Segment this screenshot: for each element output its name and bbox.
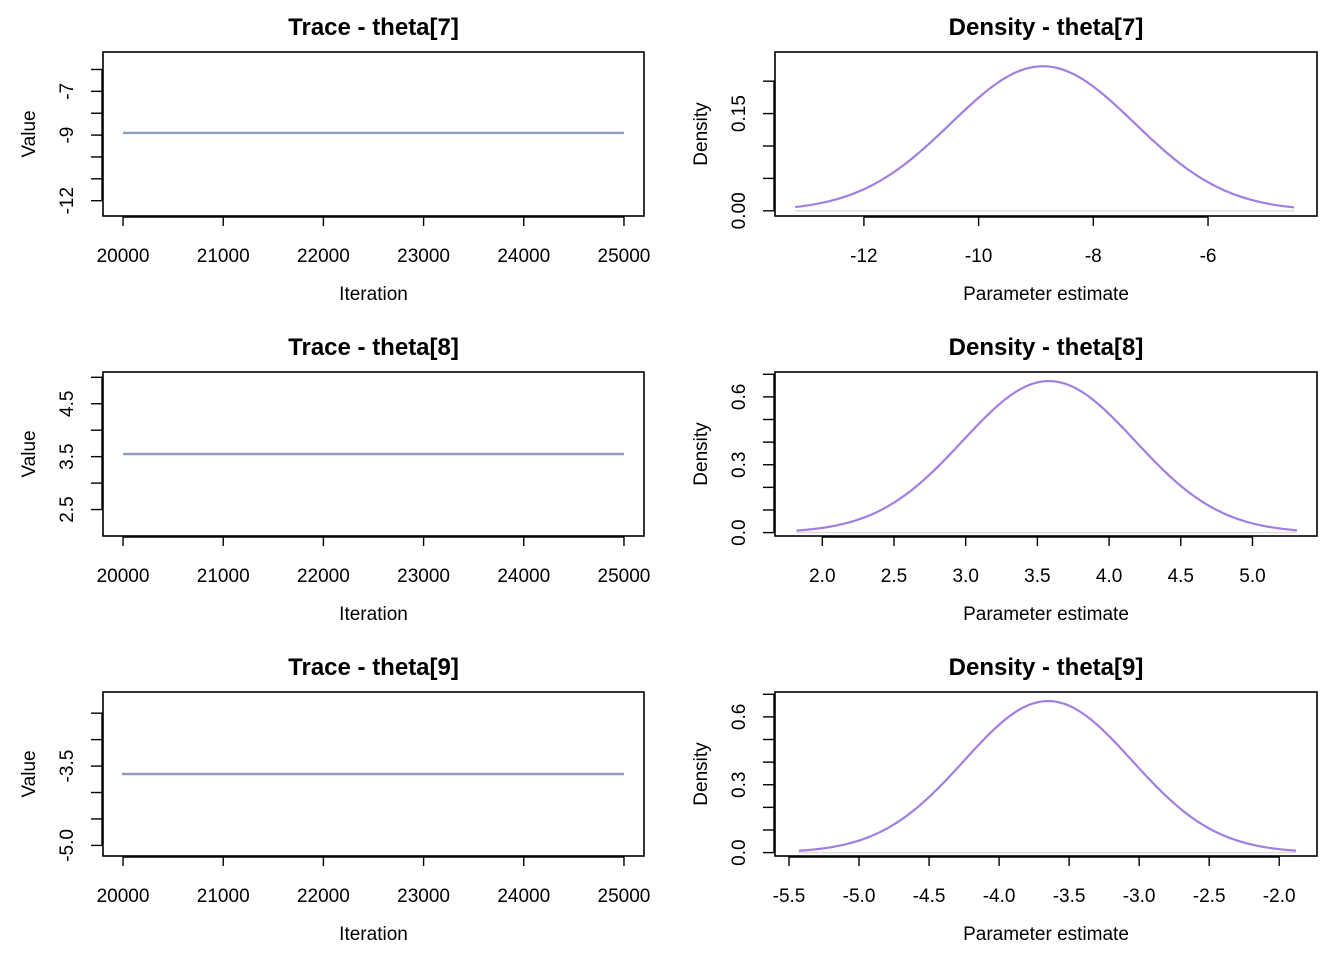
x-tick-label: -12 [850, 246, 877, 267]
y-tick-label: -5.0 [57, 829, 78, 862]
x-tick-label: 25000 [598, 886, 651, 907]
x-tick-label: 2.5 [881, 566, 907, 587]
x-tick-label: 3.5 [1024, 566, 1050, 587]
x-tick-label: 22000 [297, 566, 350, 587]
panel-4: Density - theta[8] 2.0 2.5 3.0 3.5 4.0 4.5 5.0 P… [691, 334, 1318, 625]
x-tick-label: 24000 [497, 246, 550, 267]
x-tick-label: 20000 [97, 566, 150, 587]
y-axis-label: Density [691, 742, 712, 806]
y-tick-label: -3.5 [57, 750, 78, 783]
y-tick-label: 0.0 [729, 519, 750, 545]
x-tick-label: 20000 [97, 246, 150, 267]
x-tick-label: 25000 [598, 566, 651, 587]
plot-frame [102, 371, 645, 537]
panel-6: Density - theta[9] -5.5 -5.0 -4.5 -4.0 -3.5 -3… [691, 654, 1318, 945]
y-tick-label: 0.6 [729, 384, 750, 410]
y-tick-label: 0.3 [729, 772, 750, 798]
x-tick-label: -2.5 [1193, 886, 1226, 907]
x-axis-label: Iteration [339, 604, 408, 625]
x-tick-label: 25000 [598, 246, 651, 267]
panel-1: Trace - theta[7] 20000 21000 22000 23000 2400… [19, 14, 650, 305]
plot-frame [774, 51, 1318, 217]
y-axis-label: Value [19, 430, 40, 477]
panel-title: Trace - theta[8] [288, 334, 459, 361]
density-curve [794, 65, 1295, 209]
x-axis-label: Parameter estimate [963, 924, 1129, 945]
panel-title: Density - theta[9] [949, 654, 1144, 681]
x-axis-label: Parameter estimate [963, 604, 1129, 625]
y-tick-label: 0.15 [729, 95, 750, 132]
x-tick-label: 21000 [197, 886, 250, 907]
y-axis-label: Value [19, 750, 40, 797]
y-tick-label: -7 [57, 83, 78, 100]
x-tick-label: 22000 [297, 246, 350, 267]
x-tick-label: 21000 [197, 566, 250, 587]
x-tick-label: -6 [1200, 246, 1217, 267]
x-tick-label: 2.0 [809, 566, 835, 587]
x-tick-label: -3.0 [1123, 886, 1156, 907]
x-tick-label: -4.5 [913, 886, 946, 907]
panel-3: Trace - theta[8] 20000 21000 22000 23000 2400… [19, 334, 650, 625]
density-curve [796, 379, 1298, 532]
x-tick-label: -2.0 [1263, 886, 1296, 907]
panel-5: Trace - theta[9] 20000 21000 22000 23000 2400… [19, 654, 650, 945]
y-tick-label: 4.5 [57, 391, 78, 417]
panel-title: Density - theta[8] [949, 334, 1144, 361]
plot-frame [774, 371, 1318, 537]
panel-2: Density - theta[7] -12 -10 -8 -6 Parameter es… [691, 14, 1318, 305]
x-tick-label: -10 [965, 246, 992, 267]
panel-title: Density - theta[7] [949, 14, 1144, 41]
x-tick-label: 23000 [397, 566, 450, 587]
plot-frame [102, 51, 645, 217]
plot-frame [102, 691, 645, 857]
x-tick-label: 4.0 [1096, 566, 1122, 587]
x-tick-label: -5.0 [843, 886, 876, 907]
x-tick-label: -8 [1085, 246, 1102, 267]
y-tick-label: 3.5 [57, 443, 78, 469]
y-axis-label: Value [19, 110, 40, 157]
x-tick-label: 23000 [397, 886, 450, 907]
y-tick-label: -12 [57, 187, 78, 214]
panel-title: Trace - theta[7] [288, 14, 459, 41]
y-tick-label: 0.3 [729, 452, 750, 478]
y-tick-label: 0.0 [729, 839, 750, 865]
x-tick-label: 24000 [497, 566, 550, 587]
x-tick-label: 21000 [197, 246, 250, 267]
panel-title: Trace - theta[9] [288, 654, 459, 681]
y-tick-label: 0.6 [729, 704, 750, 730]
y-tick-label: 0.00 [729, 192, 750, 229]
y-axis-label: Density [691, 422, 712, 486]
y-axis-label: Density [691, 102, 712, 166]
x-axis-label: Iteration [339, 284, 408, 305]
x-tick-label: -4.0 [983, 886, 1016, 907]
x-tick-label: 4.5 [1168, 566, 1194, 587]
x-tick-label: 23000 [397, 246, 450, 267]
x-tick-label: -5.5 [773, 886, 806, 907]
density-curve [798, 699, 1297, 852]
plot-frame [774, 691, 1318, 857]
x-tick-label: 24000 [497, 886, 550, 907]
x-tick-label: 5.0 [1239, 566, 1265, 587]
x-tick-label: 20000 [97, 886, 150, 907]
y-tick-label: -9 [57, 127, 78, 144]
y-tick-label: 2.5 [57, 496, 78, 522]
x-axis-label: Parameter estimate [963, 284, 1129, 305]
x-axis-label: Iteration [339, 924, 408, 945]
x-tick-label: -3.5 [1053, 886, 1086, 907]
x-tick-label: 22000 [297, 886, 350, 907]
x-tick-label: 3.0 [952, 566, 978, 587]
